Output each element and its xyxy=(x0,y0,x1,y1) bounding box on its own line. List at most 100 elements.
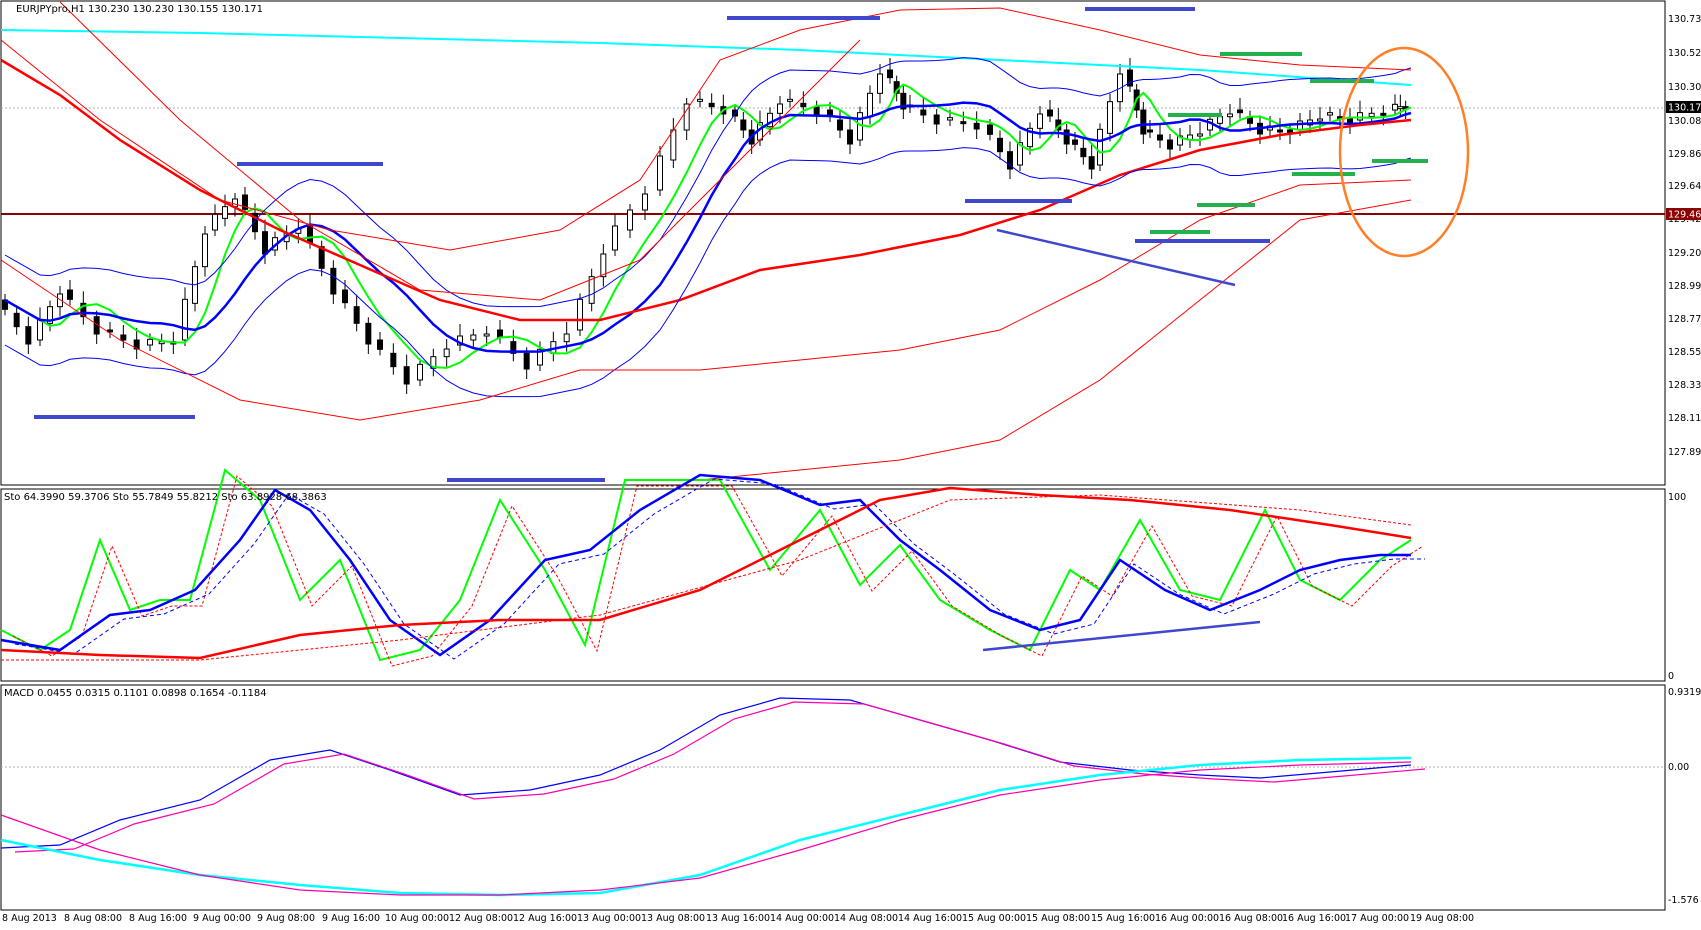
candlestick xyxy=(877,73,883,94)
time-tick: 14 Aug 00:00 xyxy=(770,913,834,924)
candlestick xyxy=(627,209,633,231)
candlestick xyxy=(523,352,530,370)
candlestick xyxy=(867,92,873,118)
candlestick xyxy=(960,121,967,125)
time-tick: 16 Aug 16:00 xyxy=(1282,913,1346,924)
stoch-mid-blue xyxy=(0,473,1411,657)
candlestick xyxy=(377,339,383,350)
candlestick xyxy=(777,103,783,114)
candlestick xyxy=(403,366,410,385)
price-tick: 130.735 xyxy=(1668,14,1701,25)
candlestick xyxy=(708,102,715,108)
time-tick: 15 Aug 00:00 xyxy=(962,913,1026,924)
candlestick xyxy=(588,276,595,304)
candlestick xyxy=(57,293,63,308)
candlestick xyxy=(1357,112,1363,121)
candlestick xyxy=(1297,120,1303,131)
stoch-blue-trend-line xyxy=(982,620,1261,652)
price-tick: 128.550 xyxy=(1668,347,1701,358)
macd-magenta-signal xyxy=(14,701,1426,853)
candlestick xyxy=(1157,134,1163,141)
stoch-axis-bottom: 0 xyxy=(1668,671,1674,682)
candlestick xyxy=(318,246,325,269)
candlestick xyxy=(997,137,1003,153)
candlestick xyxy=(67,289,73,300)
candlestick xyxy=(987,124,993,135)
price-tick: 128.770 xyxy=(1668,314,1701,325)
blue-trend-line xyxy=(996,228,1236,287)
candlestick xyxy=(13,312,20,328)
stoch-fast-green xyxy=(0,468,1412,662)
stoch-axis-top: 100 xyxy=(1668,492,1686,503)
candlestick xyxy=(973,122,980,130)
candlestick xyxy=(1140,109,1147,135)
candlestick xyxy=(1007,151,1013,170)
time-tick: 9 Aug 08:00 xyxy=(257,913,315,924)
main-price-panel[interactable] xyxy=(0,0,1666,486)
time-tick: 10 Aug 00:00 xyxy=(385,913,449,924)
candlestick xyxy=(577,298,583,331)
macd-layer xyxy=(0,697,1665,897)
candlestick xyxy=(365,322,372,345)
candlestick xyxy=(222,206,228,219)
candlestick xyxy=(1047,109,1053,117)
candlestick xyxy=(1063,129,1070,145)
red-outer-band-upper xyxy=(59,1,861,301)
macd-panel[interactable] xyxy=(0,684,1666,911)
price-tick: 128.115 xyxy=(1668,413,1701,424)
candlestick xyxy=(1197,133,1203,137)
candlestick xyxy=(1088,156,1095,170)
current-price-box xyxy=(1666,101,1701,113)
orange-highlight-ellipse xyxy=(1338,46,1470,258)
time-tick: 8 Aug 2013 xyxy=(2,913,57,924)
candlestick xyxy=(202,233,208,268)
blue-moving-average xyxy=(4,101,1412,353)
time-axis: 8 Aug 2013 8 Aug 08:00 8 Aug 16:00 9 Aug… xyxy=(2,913,1474,924)
stoch-panel-title: Sto 64.3990 59.3706 Sto 55.7849 55.8212 … xyxy=(4,492,327,503)
time-tick: 17 Aug 00:00 xyxy=(1345,913,1409,924)
candlestick xyxy=(147,338,153,346)
red-outer-band-lower xyxy=(699,199,1412,481)
candlestick xyxy=(933,114,940,125)
time-tick: 9 Aug 00:00 xyxy=(193,913,251,924)
candlestick xyxy=(1097,128,1103,166)
candlestick xyxy=(1397,106,1404,110)
price-tick: 130.300 xyxy=(1668,82,1701,93)
candlestick xyxy=(657,155,663,191)
time-tick: 12 Aug 08:00 xyxy=(449,913,513,924)
candlestick xyxy=(600,253,607,278)
candlestick xyxy=(1107,101,1113,134)
candlestick xyxy=(37,318,43,341)
candlestick xyxy=(837,119,843,131)
candlestick xyxy=(133,339,140,350)
candlestick xyxy=(887,69,893,79)
time-tick: 15 Aug 16:00 xyxy=(1091,913,1155,924)
candlestick xyxy=(1217,116,1223,124)
candlestick xyxy=(642,193,648,211)
time-tick: 13 Aug 08:00 xyxy=(641,913,705,924)
candlestick xyxy=(670,129,677,161)
candlestick xyxy=(537,348,543,366)
time-tick: 13 Aug 16:00 xyxy=(706,913,770,924)
candlestick xyxy=(483,333,490,337)
candlestick xyxy=(1017,142,1023,166)
macd-axis-top: 0.9319 xyxy=(1668,687,1701,698)
candlestick xyxy=(857,112,863,141)
stoch-blue-signal-dashed xyxy=(14,478,1425,660)
candlestick xyxy=(1080,147,1087,158)
price-tick: 130.520 xyxy=(1668,48,1701,59)
candlestick xyxy=(947,117,953,121)
candlestick xyxy=(252,212,258,233)
candlestick xyxy=(1127,69,1133,87)
time-tick: 19 Aug 08:00 xyxy=(1410,913,1474,924)
candlestick xyxy=(1072,139,1078,145)
candlestick xyxy=(1327,112,1333,116)
blue-upper-band xyxy=(4,57,1412,308)
time-tick: 8 Aug 08:00 xyxy=(64,913,122,924)
time-tick: 9 Aug 16:00 xyxy=(322,913,380,924)
candlestick xyxy=(242,194,248,210)
time-tick: 13 Aug 00:00 xyxy=(577,913,641,924)
stochastic-panel[interactable] xyxy=(0,488,1666,682)
